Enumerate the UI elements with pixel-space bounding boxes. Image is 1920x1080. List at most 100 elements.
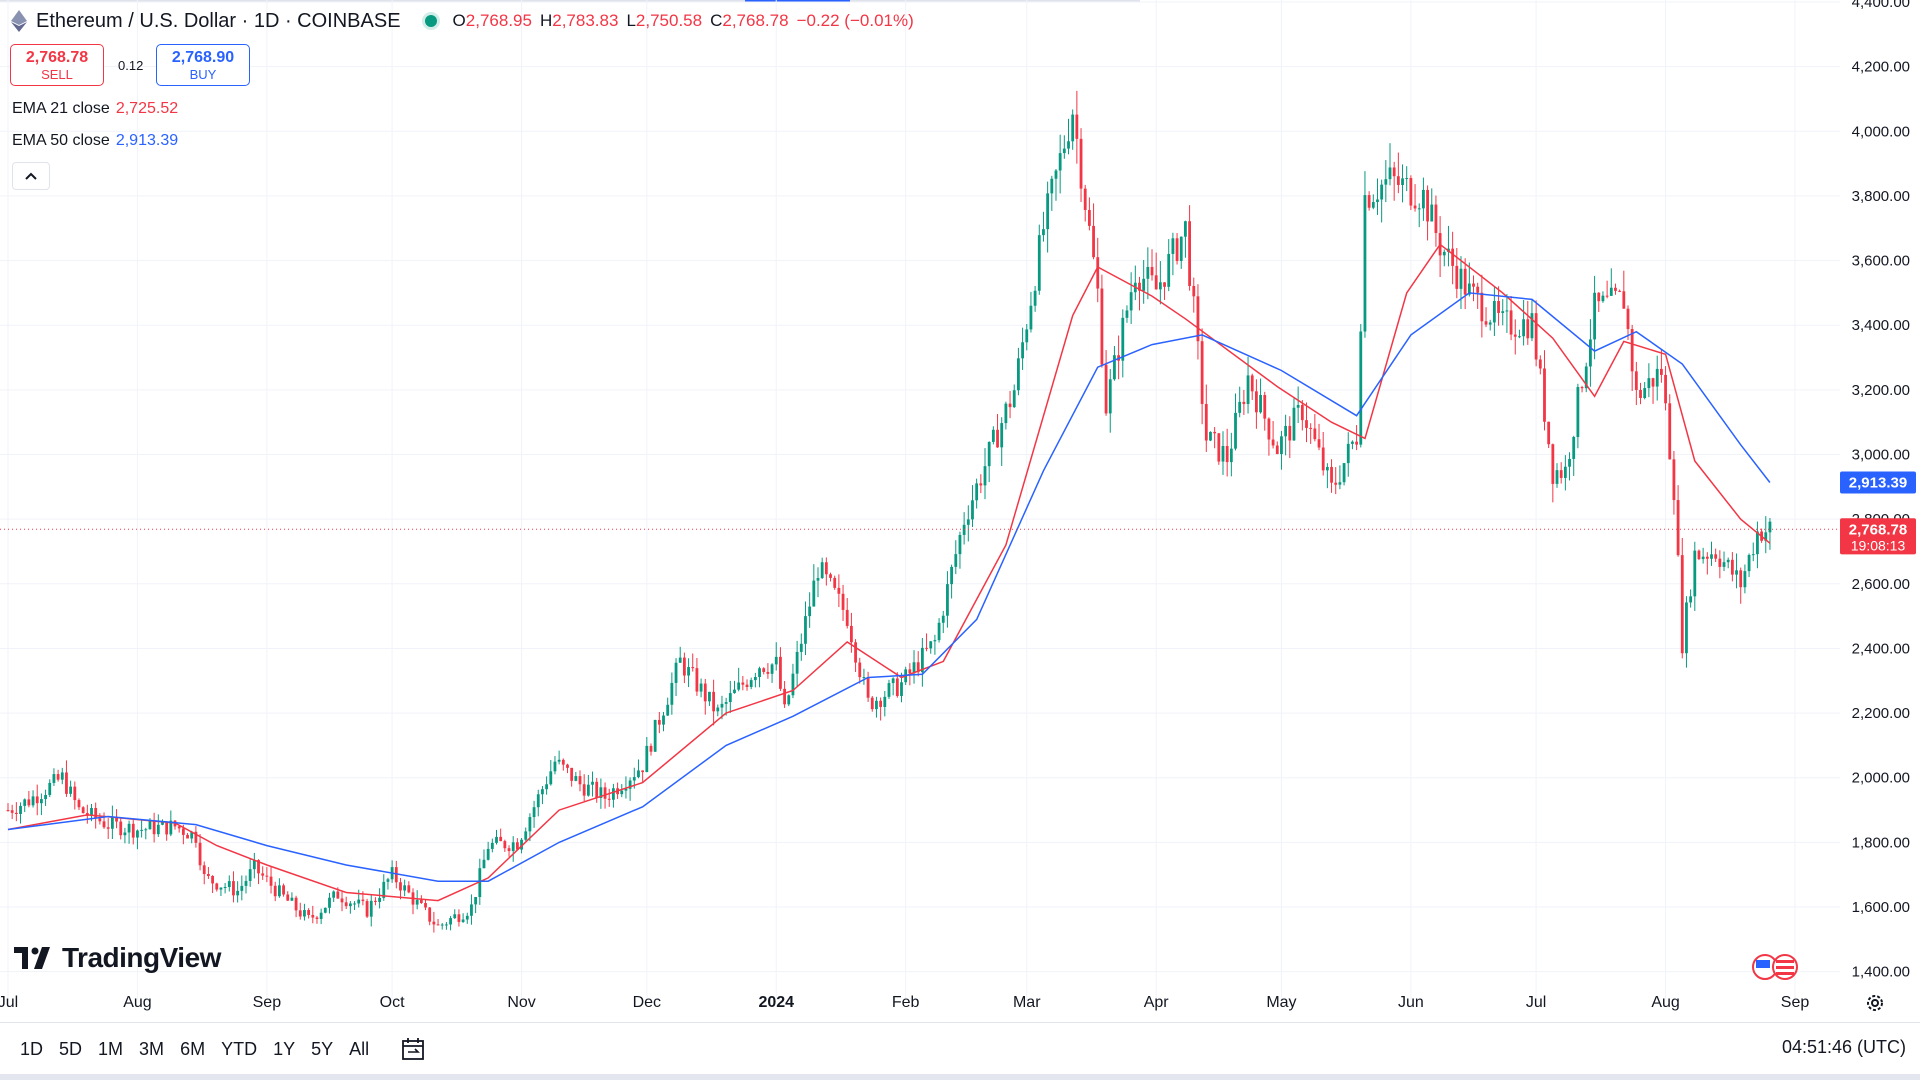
range-ytd-button[interactable]: YTD (221, 1038, 258, 1059)
symbol-title[interactable]: Ethereum / U.S. Dollar · 1D · COINBASE (36, 9, 401, 32)
candle-up (687, 667, 690, 676)
candle-down (1455, 265, 1459, 289)
candle-down (1317, 439, 1321, 448)
candle-down (603, 787, 607, 799)
range-all-button[interactable]: All (349, 1038, 370, 1059)
candle-down (294, 897, 298, 911)
price-chart[interactable] (0, 0, 1840, 1000)
candle-up (758, 668, 761, 677)
candle-up (240, 885, 244, 891)
ema50-legend[interactable]: EMA 50 close 2,913.39 (12, 132, 178, 150)
us-flag-icon[interactable] (1752, 954, 1798, 980)
candle-up (40, 799, 43, 804)
candle-up (1108, 379, 1112, 414)
candle-up (862, 677, 866, 679)
range-6m-button[interactable]: 6M (180, 1038, 206, 1059)
candle-down (1367, 195, 1371, 208)
candle-down (1392, 167, 1396, 177)
time-tick-label: Oct (379, 994, 405, 1011)
candle-up (219, 887, 223, 890)
utc-clock[interactable]: 04:51:46 (UTC) (1781, 1037, 1906, 1057)
candle-up (140, 829, 144, 831)
candle-down (1714, 554, 1718, 559)
candle-down (1242, 401, 1246, 405)
candle-up (591, 781, 594, 785)
candle-down (641, 770, 645, 773)
candle-down (1079, 138, 1083, 189)
sell-button[interactable]: 2,768.78 SELL (10, 44, 104, 86)
tradingview-logo[interactable]: TradingView (14, 942, 221, 974)
price-tick-label: 1,600.00 (1852, 899, 1910, 916)
candle-up (1376, 199, 1379, 203)
candle-down (1163, 282, 1166, 287)
candle-up (1167, 253, 1171, 287)
candle-down (1300, 404, 1304, 421)
candle-up (31, 796, 35, 806)
range-1m-button[interactable]: 1M (98, 1038, 124, 1059)
candle-up (465, 915, 469, 920)
ohlc-change: −0.22 (−0.01%) (796, 11, 914, 30)
candle-up (1655, 368, 1659, 387)
candle-up (1643, 388, 1647, 399)
candle-down (261, 873, 265, 876)
candle-down (298, 910, 302, 917)
candle-down (1614, 287, 1617, 291)
candle-up (1054, 170, 1058, 179)
candle-up (386, 879, 390, 882)
candle-up (1234, 412, 1237, 449)
price-axis[interactable]: 1,400.00 1,600.00 1,800.00 2,000.00 2,200.00… (1840, 0, 1920, 1000)
range-1d-button[interactable]: 1D (20, 1038, 44, 1059)
candle-down (1204, 403, 1208, 441)
candle-up (1768, 521, 1772, 533)
candle-down (1250, 375, 1254, 392)
spread-value: 0.12 (118, 58, 144, 73)
candle-down (1192, 285, 1196, 297)
candle-down (1263, 395, 1267, 419)
candle-up (941, 615, 945, 623)
candle-down (1472, 283, 1475, 287)
candle-down (1075, 114, 1079, 139)
candle-down (282, 885, 285, 895)
candle-down (394, 867, 398, 883)
ema21-legend[interactable]: EMA 21 close 2,725.52 (12, 100, 178, 118)
gear-icon[interactable] (1864, 992, 1886, 1014)
candle-down (515, 842, 519, 850)
candle-down (908, 669, 912, 674)
range-3m-button[interactable]: 3M (139, 1038, 165, 1059)
candle-down (507, 848, 511, 852)
candle-up (1405, 178, 1409, 180)
candle-up (1401, 178, 1404, 185)
candle-up (1689, 596, 1693, 603)
candle-up (900, 682, 903, 696)
candle-down (1196, 296, 1200, 342)
candle-up (244, 880, 248, 886)
candle-down (1705, 556, 1709, 559)
candle-down (10, 810, 14, 813)
candle-up (983, 466, 987, 486)
candle-down (106, 827, 110, 829)
candle-down (340, 898, 344, 903)
candle-up (277, 885, 281, 897)
time-axis[interactable]: Jul Aug Sep Oct Nov Dec 2024 Feb Mar Apr May Jun Jul… (0, 994, 1840, 1018)
range-5y-button[interactable]: 5Y (311, 1038, 334, 1059)
chevron-up-icon (25, 172, 37, 180)
candle-up (620, 790, 624, 795)
candle-down (682, 657, 686, 676)
candle-up (791, 673, 795, 696)
candle-up (920, 647, 924, 673)
candle-up (1184, 221, 1187, 237)
buy-button[interactable]: 2,768.90 BUY (156, 44, 250, 86)
candle-up (1417, 208, 1421, 210)
candle-up (319, 912, 323, 919)
sell-label: SELL (41, 67, 73, 82)
time-tick-label: Aug (123, 994, 152, 1011)
candle-up (1601, 295, 1605, 302)
candle-down (1083, 188, 1087, 210)
range-1y-button[interactable]: 1Y (273, 1038, 296, 1059)
price-tick-label: 4,200.00 (1852, 59, 1910, 76)
candle-down (115, 816, 118, 822)
calendar-range-icon[interactable] (399, 1035, 427, 1063)
range-5d-button[interactable]: 5D (59, 1038, 83, 1059)
candle-up (1296, 404, 1300, 408)
collapse-legend-button[interactable] (12, 162, 50, 190)
